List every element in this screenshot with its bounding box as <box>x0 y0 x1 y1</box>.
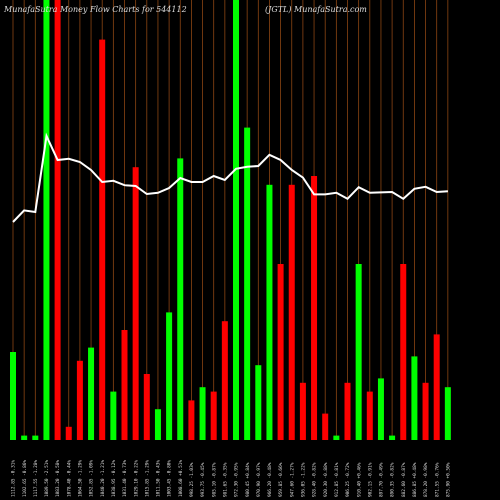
money-flow-bar <box>255 365 262 440</box>
money-flow-bar <box>76 360 83 440</box>
x-tick-label: 959.85 -0.66% <box>278 462 284 497</box>
money-flow-bar <box>177 158 184 440</box>
money-flow-bar <box>433 334 440 440</box>
x-tick-label: 998.25 -1.03% <box>189 462 195 497</box>
x-tick-label: 890.35 -0.82% <box>390 462 396 497</box>
money-flow-bar <box>233 0 239 440</box>
money-flow-bar <box>154 409 161 440</box>
x-tick-label: 906.25 -0.72% <box>345 462 351 497</box>
money-flow-bar <box>188 400 195 440</box>
x-tick-label: 947.60 -1.27% <box>289 462 295 497</box>
money-flow-bar <box>132 167 139 440</box>
money-flow-bar <box>266 184 273 440</box>
money-flow-bar <box>110 391 117 440</box>
money-flow-bar <box>121 330 128 440</box>
money-flow-bar <box>377 378 384 440</box>
money-flow-bar <box>99 39 106 440</box>
money-flow-bar <box>199 387 206 440</box>
x-tick-label: 970.90 -0.97% <box>256 462 262 497</box>
x-tick-label: 993.75 -0.45% <box>200 462 206 497</box>
money-flow-bars <box>10 0 451 440</box>
money-flow-bar <box>400 264 407 440</box>
x-tick-label: 972.30 -0.95% <box>234 462 240 497</box>
x-tick-label: 1038.95 -0.12% <box>111 460 117 497</box>
money-flow-bar <box>333 435 340 440</box>
money-flow-bar <box>10 352 16 440</box>
money-flow-bar <box>389 435 396 440</box>
money-flow-bar <box>422 382 429 440</box>
x-tick-label: 1112.85 -0.31% <box>11 460 17 497</box>
x-tick-label: 875.90 +0.50% <box>445 462 451 497</box>
chart-site-title: (JGTL) MunafaSutra.com <box>265 5 367 14</box>
x-tick-labels: 1112.85 -0.31% 1102.65 -0.86% 1117.55 -1.2… <box>11 460 452 497</box>
x-tick-label: 936.05 -1.22% <box>301 462 307 497</box>
x-tick-label: 1015.85 -1.29% <box>144 460 150 497</box>
money-flow-bar <box>43 0 50 440</box>
money-flow-bar <box>277 264 284 440</box>
price-line <box>12 132 448 223</box>
money-flow-bar <box>244 127 251 440</box>
x-tick-label: 1064.50 -1.29% <box>78 460 84 497</box>
money-flow-bar <box>221 321 228 440</box>
x-tick-label: 928.40 -0.82% <box>312 462 318 497</box>
x-tick-label: 882.60 -0.87% <box>401 462 407 497</box>
money-flow-bar <box>143 374 150 440</box>
x-tick-label: 897.70 -0.49% <box>379 462 385 497</box>
money-flow-bar <box>54 0 61 440</box>
x-tick-label: 1031.40 -0.73% <box>122 460 128 497</box>
money-flow-bar <box>366 391 373 440</box>
x-tick-label: 1029.10 -0.22% <box>133 460 139 497</box>
x-tick-label: 1040.20 -1.21% <box>100 460 106 497</box>
money-flow-bar <box>311 176 318 440</box>
money-flow-bar <box>166 312 173 440</box>
x-tick-label: 871.55 -0.76% <box>434 462 440 497</box>
x-tick-label: 966.20 -0.48% <box>267 462 273 497</box>
x-tick-label: 1089.50 -2.51% <box>44 460 50 497</box>
money-flow-bar <box>65 426 72 440</box>
money-flow-bar <box>32 435 39 440</box>
x-tick-label: 920.30 -0.88% <box>323 462 329 497</box>
x-tick-label: 902.15 -0.91% <box>367 462 373 497</box>
money-flow-bar <box>322 413 329 440</box>
money-flow-bar <box>210 391 217 440</box>
x-tick-label: 1003.45 -0.80% <box>167 460 173 497</box>
chart-title: MunafaSutra Money Flow Charts for 544112 <box>3 5 187 14</box>
x-tick-label: 1102.65 -0.86% <box>22 460 28 497</box>
x-tick-label: 1008.60 +0.51% <box>178 460 184 497</box>
money-flow-bar <box>355 264 362 440</box>
x-tick-label: 878.20 -0.98% <box>423 462 429 497</box>
money-flow-bar <box>411 356 418 440</box>
x-tick-label: 1011.50 -0.43% <box>156 460 162 497</box>
x-tick-label: 1078.40 -0.44% <box>66 460 72 497</box>
money-flow-bar <box>21 435 28 440</box>
x-tick-label: 910.40 +0.46% <box>356 462 362 497</box>
money-flow-bar <box>288 184 295 440</box>
x-tick-label: 1083.20 -0.58% <box>55 460 61 497</box>
x-tick-label: 985.10 -0.87% <box>211 462 217 497</box>
x-tick-label: 980.45 +0.84% <box>245 462 251 497</box>
x-tick-label: 981.65 -0.35% <box>222 462 228 497</box>
money-flow-bar <box>344 382 351 440</box>
x-tick-label: 912.85 -0.81% <box>334 462 340 497</box>
x-tick-label: 1117.55 -1.28% <box>33 460 39 497</box>
x-tick-label: 886.85 +0.48% <box>412 462 418 497</box>
money-flow-bar <box>299 382 306 440</box>
money-flow-bar <box>444 387 451 440</box>
x-tick-label: 1052.85 -1.09% <box>89 460 95 497</box>
money-flow-bar <box>88 347 95 440</box>
